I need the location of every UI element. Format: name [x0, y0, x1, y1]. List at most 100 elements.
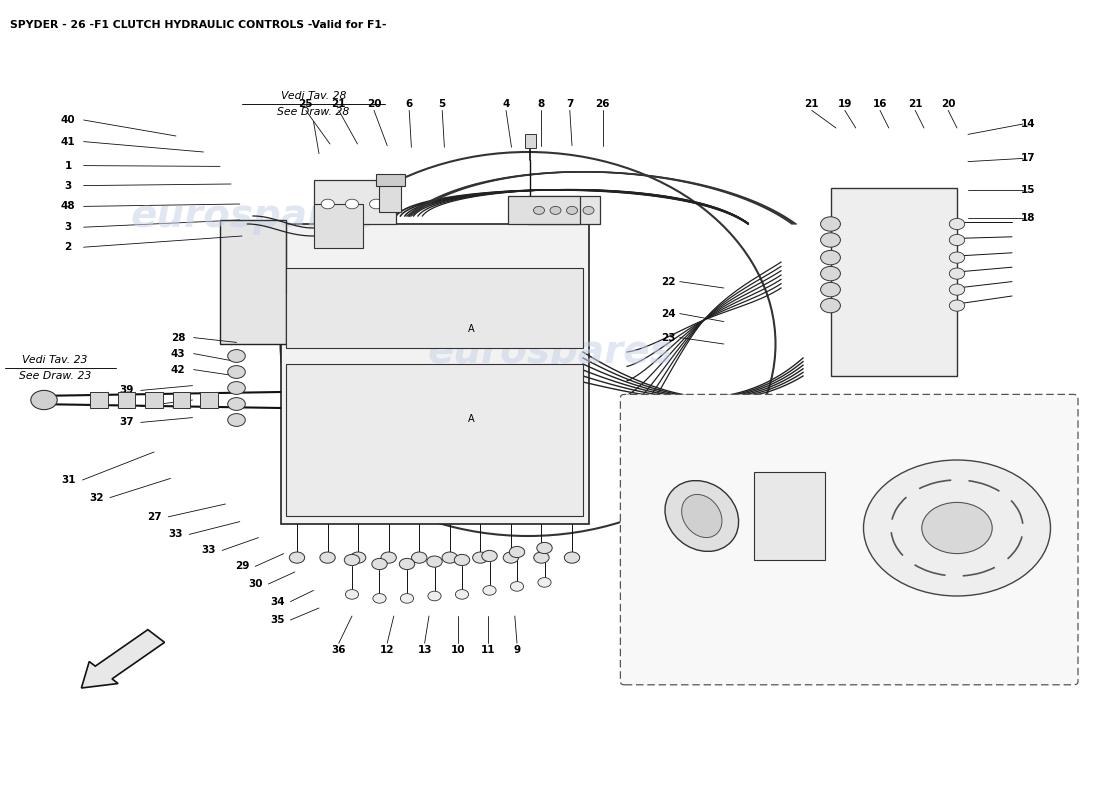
Text: 33: 33 [168, 530, 184, 539]
Circle shape [345, 199, 359, 209]
Circle shape [566, 206, 578, 214]
Bar [286, 268, 583, 348]
Text: eurospares: eurospares [730, 510, 854, 530]
Circle shape [949, 284, 965, 295]
Circle shape [321, 199, 334, 209]
Circle shape [483, 586, 496, 595]
Text: 21: 21 [908, 99, 923, 109]
Bar [754, 472, 825, 560]
Text: 41: 41 [60, 137, 76, 146]
Text: 38: 38 [119, 402, 134, 411]
Circle shape [538, 578, 551, 587]
Text: 8: 8 [538, 99, 544, 109]
Text: Vedi Tav. 27: Vedi Tav. 27 [886, 422, 952, 431]
Circle shape [228, 414, 245, 426]
Circle shape [411, 552, 427, 563]
Text: 11: 11 [481, 645, 496, 654]
Text: 14: 14 [1021, 119, 1036, 129]
Text: 15: 15 [1021, 186, 1036, 195]
Circle shape [399, 558, 415, 570]
Circle shape [864, 460, 1050, 596]
Text: 30: 30 [248, 579, 263, 589]
Text: 6: 6 [406, 99, 412, 109]
Text: eurospares: eurospares [130, 197, 376, 235]
Text: A: A [469, 414, 475, 424]
Circle shape [821, 298, 840, 313]
Bar [314, 204, 363, 248]
Circle shape [454, 554, 470, 566]
Text: 13: 13 [417, 645, 432, 654]
Bar [314, 180, 396, 224]
Circle shape [473, 552, 488, 563]
Text: 45: 45 [658, 613, 673, 622]
Text: 3: 3 [65, 181, 72, 190]
Text: 32: 32 [89, 493, 104, 502]
Circle shape [821, 217, 840, 231]
Circle shape [228, 382, 245, 394]
Text: 2: 2 [65, 242, 72, 252]
Ellipse shape [666, 481, 738, 551]
Text: 9: 9 [514, 645, 520, 654]
Text: 48: 48 [60, 202, 76, 211]
Circle shape [31, 390, 57, 410]
Text: 29: 29 [234, 562, 250, 571]
Text: 47: 47 [674, 421, 690, 430]
Text: 21: 21 [331, 99, 346, 109]
Bar [508, 196, 580, 224]
Circle shape [821, 266, 840, 281]
Circle shape [381, 552, 396, 563]
Circle shape [228, 366, 245, 378]
Circle shape [442, 552, 458, 563]
Text: 16: 16 [872, 99, 888, 109]
Circle shape [400, 594, 414, 603]
Text: 26: 26 [595, 99, 610, 109]
Text: 34: 34 [270, 597, 285, 606]
Circle shape [949, 234, 965, 246]
Text: Vedi Tav. 23: Vedi Tav. 23 [22, 355, 88, 365]
Bar [286, 364, 583, 516]
Text: 10: 10 [450, 645, 465, 654]
Circle shape [427, 556, 442, 567]
Circle shape [583, 206, 594, 214]
Circle shape [564, 552, 580, 563]
Circle shape [534, 206, 544, 214]
Text: 23: 23 [661, 333, 676, 342]
Text: 24: 24 [661, 309, 676, 318]
Text: 42: 42 [170, 365, 186, 374]
Circle shape [949, 300, 965, 311]
Circle shape [509, 546, 525, 558]
Text: eurospares: eurospares [427, 333, 673, 371]
Circle shape [482, 550, 497, 562]
Circle shape [344, 554, 360, 566]
Circle shape [373, 594, 386, 603]
Circle shape [550, 206, 561, 214]
Text: 12: 12 [379, 645, 395, 654]
Circle shape [320, 552, 336, 563]
Bar [280, 224, 588, 524]
Text: 20: 20 [940, 99, 956, 109]
Ellipse shape [682, 494, 722, 538]
Bar [200, 392, 218, 408]
Text: 17: 17 [1021, 154, 1036, 163]
Text: A: A [469, 324, 475, 334]
Bar [525, 134, 536, 148]
Circle shape [455, 590, 469, 599]
Text: 44: 44 [694, 613, 710, 622]
Text: See Draw. 27: See Draw. 27 [882, 438, 955, 447]
Text: SPYDER - 26 -F1 CLUTCH HYDRAULIC CONTROLS -Valid for F1-: SPYDER - 26 -F1 CLUTCH HYDRAULIC CONTROL… [10, 20, 386, 30]
Circle shape [821, 282, 840, 297]
Text: 21: 21 [804, 99, 820, 109]
Text: 27: 27 [146, 512, 162, 522]
Text: 7: 7 [566, 99, 573, 109]
Circle shape [510, 582, 524, 591]
Text: 19: 19 [837, 99, 852, 109]
Text: 35: 35 [270, 615, 285, 625]
Circle shape [351, 552, 366, 563]
Bar [379, 180, 401, 212]
Text: 39: 39 [119, 386, 134, 395]
Bar [118, 392, 135, 408]
Circle shape [922, 502, 992, 554]
Circle shape [428, 591, 441, 601]
Circle shape [537, 542, 552, 554]
Text: 43: 43 [170, 349, 186, 358]
